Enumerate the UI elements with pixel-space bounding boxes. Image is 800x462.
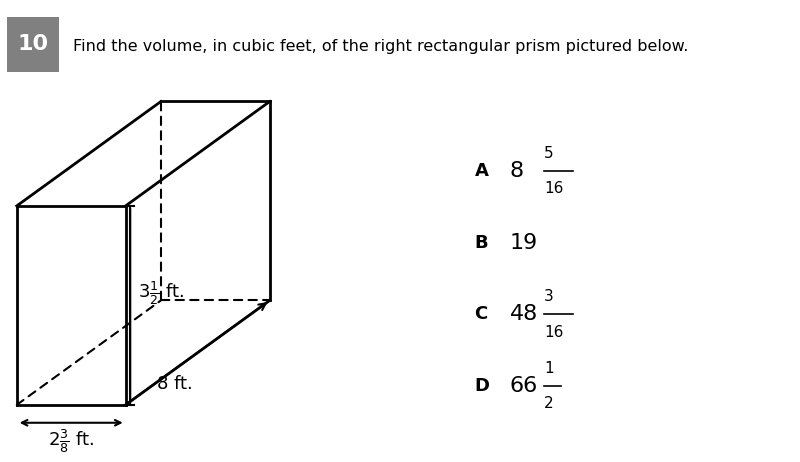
Text: $3\frac{1}{2}$ ft.: $3\frac{1}{2}$ ft. [138,280,184,307]
FancyBboxPatch shape [7,17,58,72]
Text: 66: 66 [510,376,538,396]
Text: 5: 5 [544,146,554,161]
Text: B: B [474,234,488,252]
Text: A: A [474,162,488,180]
Text: C: C [474,305,488,323]
Text: 1: 1 [544,360,554,376]
Text: 10: 10 [18,34,49,54]
Text: $2\frac{3}{8}$ ft.: $2\frac{3}{8}$ ft. [48,427,94,455]
Text: 48: 48 [510,304,538,324]
Text: 16: 16 [544,325,563,340]
Text: Find the volume, in cubic feet, of the right rectangular prism pictured below.: Find the volume, in cubic feet, of the r… [73,39,688,54]
Text: 19: 19 [510,233,538,253]
Text: 2: 2 [544,396,554,411]
Text: D: D [474,377,490,395]
Text: 3: 3 [544,289,554,304]
Text: 8 ft.: 8 ft. [157,375,192,393]
Text: 8: 8 [510,161,524,181]
Text: 16: 16 [544,182,563,196]
